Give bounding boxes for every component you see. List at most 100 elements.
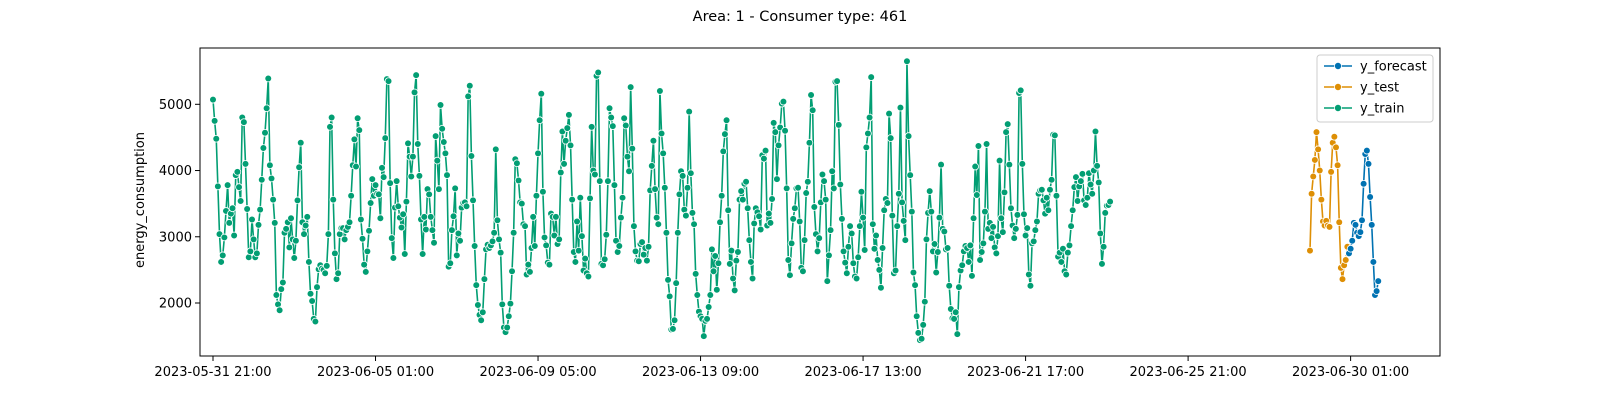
data-point xyxy=(306,289,315,298)
data-point xyxy=(498,300,507,309)
data-point xyxy=(407,172,416,181)
data-point xyxy=(1351,221,1360,229)
data-point xyxy=(503,323,511,332)
data-point xyxy=(787,239,796,248)
data-point xyxy=(643,256,651,265)
data-point xyxy=(877,283,885,292)
data-point xyxy=(716,218,724,227)
data-point xyxy=(854,253,862,262)
data-point xyxy=(267,174,276,183)
data-point xyxy=(945,281,953,290)
data-point xyxy=(789,215,797,223)
data-point xyxy=(1044,206,1053,215)
data-point xyxy=(477,316,485,325)
data-point xyxy=(620,114,628,123)
data-point xyxy=(257,176,266,184)
data-point xyxy=(927,207,936,216)
data-point xyxy=(791,204,799,213)
data-point xyxy=(828,167,836,176)
data-point xyxy=(428,226,437,234)
data-point xyxy=(1038,185,1046,194)
data-point xyxy=(656,87,664,95)
data-point xyxy=(254,221,263,229)
data-point xyxy=(586,194,594,203)
data-point xyxy=(584,272,593,281)
data-point xyxy=(750,219,758,228)
data-point xyxy=(439,138,448,146)
data-point xyxy=(880,206,888,215)
data-point xyxy=(272,291,281,299)
legend: y_forecast y_test y_train xyxy=(1316,54,1434,123)
data-point xyxy=(340,235,349,244)
data-point xyxy=(932,268,940,277)
data-point xyxy=(805,138,814,147)
data-point xyxy=(1101,209,1110,217)
data-point xyxy=(462,202,471,211)
data-point xyxy=(821,195,830,204)
data-point xyxy=(834,121,843,129)
data-point xyxy=(490,229,498,237)
data-point xyxy=(300,230,308,238)
data-point xyxy=(994,232,1002,240)
data-point xyxy=(849,259,858,268)
data-point xyxy=(352,162,360,171)
data-point xyxy=(452,251,461,260)
data-point xyxy=(371,181,380,189)
data-point xyxy=(760,154,768,163)
data-point xyxy=(469,196,477,205)
data-point xyxy=(321,269,329,278)
data-point xyxy=(979,239,988,248)
data-point xyxy=(495,235,503,244)
series-line-y_train xyxy=(212,60,1111,341)
data-point xyxy=(1086,180,1095,189)
y-tick-label: 3000 xyxy=(159,230,192,245)
data-point xyxy=(1359,179,1368,188)
data-point xyxy=(279,278,287,287)
data-point xyxy=(235,183,243,191)
data-point xyxy=(867,73,875,81)
data-point xyxy=(217,258,225,266)
data-point xyxy=(844,242,853,251)
legend-frame xyxy=(1316,54,1434,123)
data-point xyxy=(690,220,698,228)
data-point xyxy=(399,210,407,219)
data-point xyxy=(506,299,515,308)
data-point xyxy=(914,329,923,337)
data-point xyxy=(794,183,802,192)
data-point xyxy=(600,255,609,264)
data-point xyxy=(478,308,487,317)
data-point xyxy=(756,225,765,234)
data-point xyxy=(1067,222,1075,230)
data-point xyxy=(813,247,822,256)
data-point xyxy=(1088,189,1097,198)
data-point xyxy=(223,181,232,189)
data-point xyxy=(1012,225,1020,233)
data-point xyxy=(976,256,984,264)
data-point xyxy=(911,281,919,289)
data-point xyxy=(830,184,838,193)
data-point xyxy=(353,114,362,123)
data-point xyxy=(1042,193,1051,202)
data-point xyxy=(839,247,848,256)
data-point xyxy=(555,235,563,244)
data-point xyxy=(1068,206,1077,215)
data-point xyxy=(413,140,422,148)
data-point xyxy=(376,214,385,223)
data-point xyxy=(615,242,624,250)
data-point xyxy=(542,241,550,250)
data-point xyxy=(1309,172,1318,181)
plot-area xyxy=(199,47,1441,357)
data-point xyxy=(654,220,663,228)
data-point xyxy=(872,231,880,240)
data-point xyxy=(400,250,409,258)
data-point xyxy=(786,271,794,279)
data-point xyxy=(381,134,390,142)
data-point xyxy=(287,214,295,223)
data-point xyxy=(1317,195,1326,204)
data-point xyxy=(742,178,750,186)
data-point xyxy=(1021,231,1030,240)
data-point xyxy=(649,136,658,145)
data-point xyxy=(888,211,897,220)
data-point xyxy=(818,170,827,179)
data-point xyxy=(1078,170,1087,178)
